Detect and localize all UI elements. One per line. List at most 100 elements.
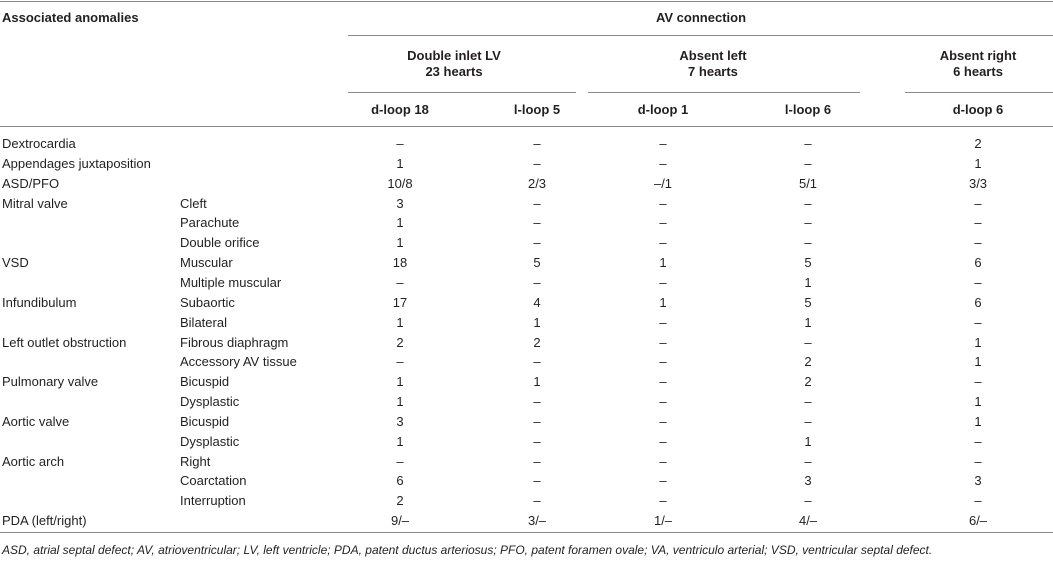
row-value: – [533,195,541,211]
row-value: – [974,215,982,231]
row-value: – [974,433,982,449]
row-value: – [659,235,667,251]
row-value: – [533,235,541,251]
row-value: – [804,394,812,410]
row-value: – [659,314,667,330]
table-row: PDA (left/right) 9/– 3/– 1/– 4/– 6/– [0,513,1053,533]
group-double-inlet-line2: 23 hearts [425,64,483,79]
row-value: 3 [396,413,404,429]
row-value: 1 [974,413,982,429]
row-value: 1 [533,374,541,390]
table-row: Pulmonary valve Bicuspid 1 1 – 2 – [0,374,1053,394]
row-anomaly: Mitral valve [2,195,68,211]
row-value: 3/3 [968,175,988,191]
row-subtype: Parachute [180,215,240,231]
row-value: – [533,354,541,370]
row-value: – [974,453,982,469]
table-row: Dysplastic 1 – – – 1 [0,394,1053,414]
row-value: – [974,374,982,390]
row-value: 2 [396,493,404,509]
table-row: Interruption 2 – – – – [0,493,1053,513]
row-value: 1 [396,394,404,410]
group-double-inlet-line1: Double inlet LV [407,48,501,63]
row-value: – [533,155,541,171]
row-subtype: Dysplastic [180,433,240,449]
row-value: 1/– [653,513,673,529]
table-row: ASD/PFO 10/8 2/3 –/1 5/1 3/3 [0,176,1053,196]
header-av-connection: AV connection [655,10,747,25]
row-value: – [659,155,667,171]
row-value: 1 [974,354,982,370]
row-value: – [659,394,667,410]
row-subtype: Dysplastic [180,394,240,410]
row-value: 1 [396,433,404,449]
row-value: – [804,195,812,211]
header-associated-anomalies: Associated anomalies [2,10,139,25]
row-value: 5 [533,255,541,271]
row-value: – [804,493,812,509]
row-value: – [659,215,667,231]
row-value: 1 [396,374,404,390]
row-value: 1 [396,215,404,231]
row-value: – [659,334,667,350]
row-anomaly: Dextrocardia [2,136,76,151]
row-value: 2 [974,136,982,151]
row-value: – [659,374,667,390]
row-anomaly: Left outlet obstruction [2,334,127,350]
row-anomaly: Appendages juxtaposition [2,155,151,171]
row-value: – [974,195,982,211]
group-absent-left-line2: 7 hearts [688,64,738,79]
row-subtype: Bicuspid [180,413,230,429]
row-value: – [396,453,404,469]
table-row: Accessory AV tissue – – – 2 1 [0,354,1053,374]
group-header-absent-left: Absent left 7 hearts [679,48,746,80]
row-subtype: Fibrous diaphragm [180,334,289,350]
table-row: Left outlet obstruction Fibrous diaphragm… [0,335,1053,355]
row-value: – [804,453,812,469]
row-value: – [659,493,667,509]
row-value: 6 [396,473,404,489]
row-value: 1 [804,274,812,290]
row-value: 1 [396,235,404,251]
row-subtype: Muscular [180,255,233,271]
row-value: 3 [804,473,812,489]
group-absent-right-line1: Absent right [939,48,1017,63]
subcolumn-header: d-loop 6 [952,102,1004,117]
row-anomaly: Infundibulum [2,294,77,310]
row-value: – [659,433,667,449]
row-value: – [974,493,982,509]
row-value: – [396,136,404,151]
row-value: – [804,215,812,231]
row-subtype: Coarctation [180,473,247,489]
row-value: – [804,334,812,350]
row-value: 4 [533,294,541,310]
row-value: 10/8 [387,175,413,191]
row-anomaly: PDA (left/right) [2,513,87,529]
table-row: Multiple muscular – – – 1 – [0,275,1053,295]
group-header-double-inlet: Double inlet LV 23 hearts [407,48,501,80]
row-value: – [533,215,541,231]
row-value: 17 [392,294,408,310]
table-row: Parachute 1 – – – – [0,215,1053,235]
group-rule-absent-left [588,92,860,93]
bottom-rule [0,532,1053,533]
row-anomaly: ASD/PFO [2,175,60,191]
row-value: 3 [974,473,982,489]
header-bottom-rule [0,126,1053,127]
group-rule-absent-right [905,92,1053,93]
table-row: Bilateral 1 1 – 1 – [0,315,1053,335]
group-header-absent-right: Absent right 6 hearts [940,48,1017,80]
row-value: 1 [396,155,404,171]
row-value: 2 [396,334,404,350]
row-subtype: Right [180,453,211,469]
row-value: – [533,394,541,410]
row-value: – [659,413,667,429]
row-value: 1 [804,314,812,330]
row-value: – [974,274,982,290]
table-row: Aortic valve Bicuspid 3 – – – 1 [0,414,1053,434]
row-value: – [659,354,667,370]
table-row: VSD Muscular 18 5 1 5 6 [0,255,1053,275]
row-subtype: Bicuspid [180,374,230,390]
row-value: 9/– [390,513,410,529]
row-value: 6 [974,294,982,310]
